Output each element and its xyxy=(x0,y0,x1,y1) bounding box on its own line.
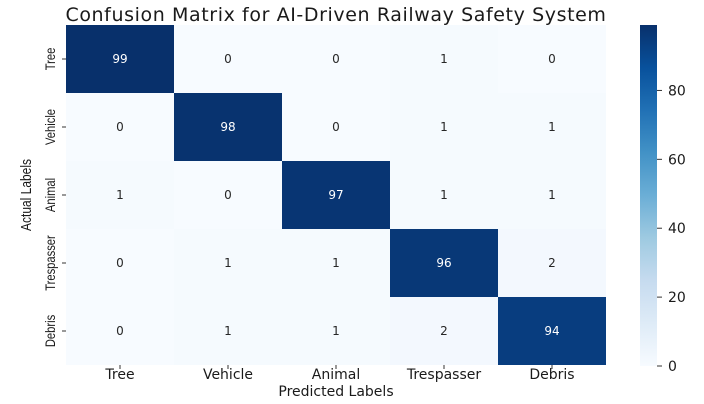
cell-value-label: 0 xyxy=(224,52,232,66)
cell-value-label: 1 xyxy=(440,52,448,66)
cell-value-label: 1 xyxy=(116,188,124,202)
cell-value-label: 1 xyxy=(548,120,556,134)
cell-value-label: 0 xyxy=(116,324,124,338)
heatmap-cell xyxy=(498,161,606,229)
cell-value-label: 96 xyxy=(436,256,451,270)
cell-value-label: 98 xyxy=(220,120,235,134)
cell-value-label: 0 xyxy=(548,52,556,66)
heatmap-cell xyxy=(390,229,498,297)
cell-value-label: 1 xyxy=(332,324,340,338)
heatmap-cells: 99 0 0 1 0 0 98 0 1 1 1 0 97 1 1 0 1 1 96 2 0 1 1 2 94 xyxy=(66,25,606,365)
heatmap-cell xyxy=(390,297,498,365)
heatmap-cell xyxy=(390,25,498,93)
cell-value-label: 1 xyxy=(440,120,448,134)
x-tick-label: Vehicle xyxy=(203,367,253,383)
heatmap-cell xyxy=(282,297,390,365)
heatmap-cell xyxy=(282,229,390,297)
cell-value-label: 0 xyxy=(332,52,340,66)
cell-value-label: 1 xyxy=(440,188,448,202)
x-axis-ticks: Tree Vehicle Animal Trespasser Debris xyxy=(104,365,575,383)
colorbar-tick-label: 20 xyxy=(668,290,686,306)
heatmap-cell xyxy=(66,297,174,365)
cell-value-label: 0 xyxy=(116,120,124,134)
cell-value-label: 97 xyxy=(328,188,343,202)
cell-value-label: 0 xyxy=(332,120,340,134)
cell-value-label: 0 xyxy=(116,256,124,270)
y-tick-label: Debris xyxy=(43,315,58,347)
heatmap-cell xyxy=(498,297,606,365)
x-tick-label: Trespasser xyxy=(406,367,482,383)
x-axis-label: Predicted Labels xyxy=(278,384,393,400)
heatmap-cell xyxy=(66,161,174,229)
cell-value-label: 2 xyxy=(440,324,448,338)
cell-value-label: 0 xyxy=(224,188,232,202)
heatmap-cell xyxy=(498,229,606,297)
y-tick-label: Vehicle xyxy=(43,109,58,145)
cell-value-label: 2 xyxy=(548,256,556,270)
cell-value-label: 1 xyxy=(224,256,232,270)
cell-value-label: 1 xyxy=(548,188,556,202)
heatmap-cell xyxy=(390,161,498,229)
heatmap-cell xyxy=(66,229,174,297)
colorbar-tick-label: 80 xyxy=(668,83,686,99)
cell-value-label: 1 xyxy=(332,256,340,270)
colorbar-tick-label: 40 xyxy=(668,221,686,237)
y-tick-label: Trespasser xyxy=(43,235,58,291)
heatmap-cell xyxy=(282,25,390,93)
y-tick-label: Animal xyxy=(43,178,58,212)
heatmap-cell xyxy=(498,25,606,93)
colorbar xyxy=(640,25,657,366)
cell-value-label: 94 xyxy=(544,324,559,338)
heatmap-cell xyxy=(174,229,282,297)
chart-title: Confusion Matrix for AI-Driven Railway S… xyxy=(65,4,606,26)
y-axis-ticks: Tree Vehicle Animal Trespasser Debris xyxy=(43,48,66,347)
cell-value-label: 99 xyxy=(112,52,127,66)
colorbar-tick-label: 0 xyxy=(668,359,677,375)
colorbar-tick-label: 60 xyxy=(668,152,686,168)
heatmap-cell xyxy=(282,161,390,229)
heatmap-cell xyxy=(498,93,606,161)
heatmap-cell xyxy=(174,93,282,161)
x-tick-label: Debris xyxy=(529,367,574,383)
heatmap-cell xyxy=(66,25,174,93)
heatmap-cell xyxy=(174,25,282,93)
heatmap-cell xyxy=(174,161,282,229)
heatmap-cell xyxy=(390,93,498,161)
y-axis-label: Actual Labels xyxy=(18,159,35,231)
colorbar-ticks: 0 20 40 60 80 xyxy=(657,83,686,375)
y-tick-label: Tree xyxy=(43,48,58,71)
heatmap-cell xyxy=(66,93,174,161)
cell-value-label: 1 xyxy=(224,324,232,338)
heatmap-cell xyxy=(282,93,390,161)
x-tick-label: Tree xyxy=(104,367,134,383)
x-tick-label: Animal xyxy=(312,367,360,383)
heatmap-cell xyxy=(174,297,282,365)
